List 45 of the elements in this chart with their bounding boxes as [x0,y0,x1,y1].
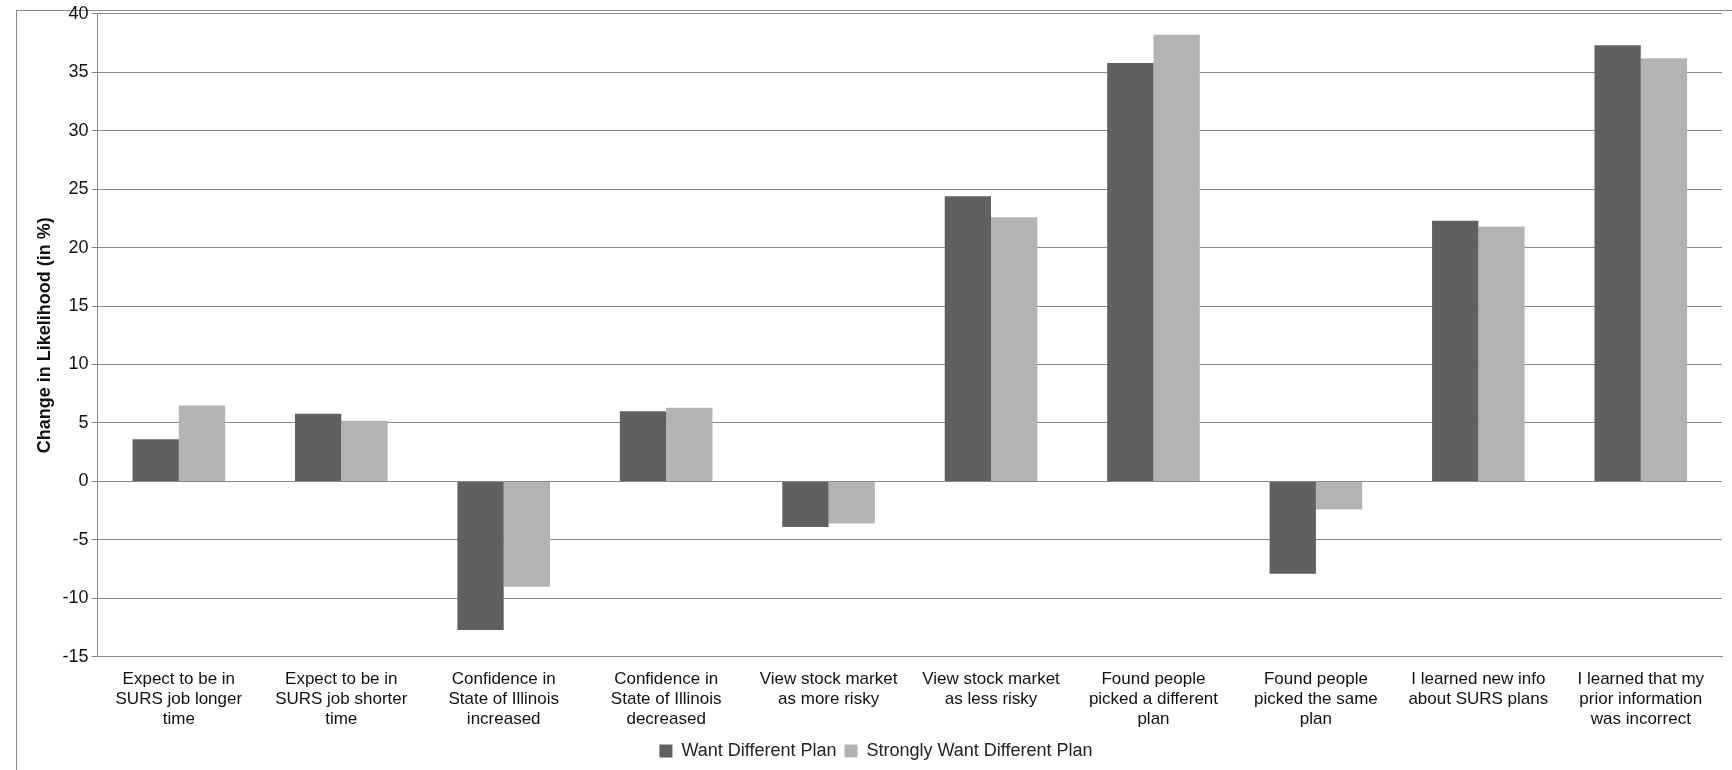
bar [1640,58,1688,481]
y-axis-title: Change in Likelihood (in %) [33,217,54,454]
y-tick-label: 35 [68,61,89,82]
y-tick-label: 20 [68,236,89,257]
y-tick-label: 10 [68,353,89,374]
y-tick-label: 0 [78,470,89,491]
bar [1432,220,1479,481]
bar [1478,226,1525,481]
y-tick-label: 30 [68,119,89,140]
y-tick-label: -5 [72,528,89,549]
bar [457,481,504,630]
x-tick-label: Expect to be in SURS job longer time [115,668,243,729]
bar [944,196,992,481]
x-tick-label: Found people picked a different plan [1088,668,1219,729]
bar [666,407,713,481]
x-tick-label: I learned new info about SURS plans [1408,668,1549,709]
x-tick-label: I learned that my prior information was incorrect [1577,668,1705,729]
bar [1269,481,1316,574]
x-tick-label: View stock market as less risky [922,668,1061,709]
x-tick-label: Found people picked the same plan [1254,668,1378,729]
bar [1594,45,1641,481]
bar [828,481,875,524]
y-tick-label: -15 [62,645,89,666]
bar [1107,62,1154,481]
y-tick-label: 25 [68,178,89,199]
bar [1153,34,1200,481]
x-tick-label: Confidence in State of Illinois increased [448,668,559,729]
bar [178,405,226,481]
legend-label: Want Different Plan [681,739,837,760]
x-tick-label: View stock market as more risky [759,668,898,709]
bar [991,217,1038,481]
x-tick-label: Expect to be in SURS job shorter time [275,668,408,729]
bar [619,411,667,481]
bar [503,481,551,587]
legend-label: Strongly Want Different Plan [866,739,1093,760]
bar [294,413,342,481]
bar [341,420,388,481]
x-tick-label: Confidence in State of Illinois decreased [610,668,722,729]
y-tick-label: 40 [68,2,89,23]
bar [1315,481,1363,510]
y-tick-label: 5 [78,411,89,432]
bar [132,439,179,481]
bar [782,481,829,528]
y-tick-label: -10 [62,587,89,608]
y-tick-label: 15 [68,295,89,316]
